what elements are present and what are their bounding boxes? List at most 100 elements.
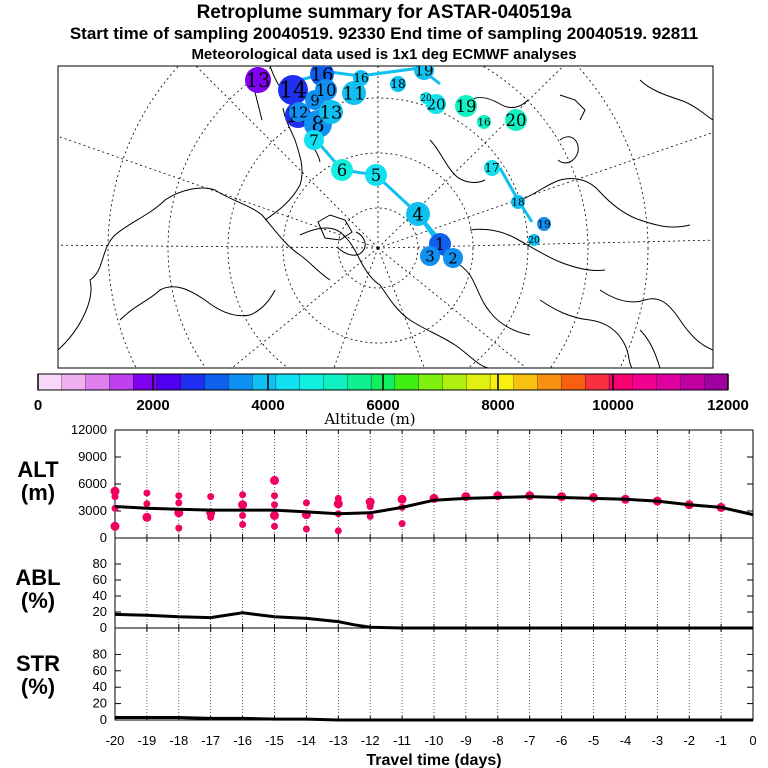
y-tick-label: 12000 bbox=[71, 422, 107, 437]
alt-point bbox=[175, 499, 183, 507]
alt-point bbox=[239, 521, 247, 528]
y-tick-label: 6000 bbox=[78, 476, 107, 491]
trajectory-marker bbox=[420, 92, 432, 104]
x-tick-label: -2 bbox=[683, 733, 695, 748]
y-tick-label: 9000 bbox=[78, 449, 107, 464]
x-tick-label: -7 bbox=[524, 733, 536, 748]
x-axis-ticks: -20 -19 -18 -17 -16 -15 -14 -13 -12 -11 -10 -9 -8 -7-… bbox=[106, 430, 757, 748]
map-panel: 1314151691011128137654132181920201916201… bbox=[57, 61, 714, 369]
trajectory-marker bbox=[455, 95, 477, 117]
colorbar-swatch bbox=[680, 373, 705, 391]
trajectory-marker bbox=[342, 81, 366, 105]
abl-unit: (%) bbox=[21, 588, 55, 613]
colorbar-swatch bbox=[418, 373, 443, 391]
trajectory-marker bbox=[365, 164, 387, 186]
alt-point bbox=[302, 525, 310, 533]
alt-point bbox=[175, 492, 183, 500]
alt-point bbox=[366, 512, 374, 520]
y-tick-label: 60 bbox=[93, 663, 107, 678]
alt-point bbox=[207, 513, 215, 521]
trajectory-marker bbox=[331, 159, 353, 181]
trajectory-day-label: 11 bbox=[343, 83, 366, 104]
colorbar-tick-label: 12000 bbox=[707, 397, 749, 414]
y-tick-label: 80 bbox=[93, 646, 107, 661]
colorbar-tick-label: 0 bbox=[34, 397, 42, 414]
x-tick-label: -6 bbox=[556, 733, 568, 748]
trajectory-markers: 1314151691011128137654132181920201916201… bbox=[245, 61, 551, 268]
alt-point bbox=[333, 499, 343, 509]
trajectory-day-label: 16 bbox=[477, 117, 491, 129]
x-tick-label: -17 bbox=[201, 733, 220, 748]
alt-unit: (m) bbox=[21, 480, 55, 505]
y-tick-label: 3000 bbox=[78, 503, 107, 518]
trajectory-marker bbox=[278, 75, 308, 105]
trajectory-day-label: 19 bbox=[414, 61, 433, 79]
alt-point bbox=[143, 489, 151, 497]
colorbar-swatch bbox=[394, 373, 420, 391]
trajectory-day-label: 13 bbox=[320, 102, 343, 123]
trajectory-marker bbox=[315, 79, 337, 101]
trajectory-marker bbox=[289, 102, 309, 122]
trajectory-marker bbox=[319, 100, 343, 124]
y-tick-label: 0 bbox=[100, 620, 107, 635]
trajectory-marker bbox=[406, 202, 430, 226]
x-tick-label: -18 bbox=[169, 733, 188, 748]
trajectory-day-label: 9 bbox=[310, 91, 320, 109]
alt-point bbox=[270, 511, 279, 520]
x-tick-label: -1 bbox=[715, 733, 727, 748]
alt-point bbox=[175, 524, 183, 532]
chart-title: Retroplume summary for ASTAR-040519a bbox=[196, 2, 572, 23]
colorbar-swatch bbox=[704, 373, 729, 391]
colorbar-label: Altitude (m) bbox=[323, 410, 415, 428]
colorbar-swatch bbox=[204, 373, 229, 391]
trajectory-day-label: 2 bbox=[448, 249, 458, 267]
x-tick-label: -12 bbox=[361, 733, 380, 748]
trajectory-day-label: 4 bbox=[412, 204, 423, 225]
x-tick-label: -14 bbox=[297, 733, 316, 748]
abl-line bbox=[114, 611, 753, 630]
colorbar-tick-label: 10000 bbox=[592, 397, 634, 414]
trajectory-day-label: 3 bbox=[425, 247, 435, 265]
y-tick-label: 40 bbox=[93, 588, 107, 603]
colorbar-tick-label: 2000 bbox=[136, 397, 169, 414]
alt-point bbox=[271, 522, 278, 530]
abl-label: ABL bbox=[15, 565, 60, 590]
trajectory-marker bbox=[353, 70, 369, 86]
trajectory-marker bbox=[245, 67, 271, 93]
trajectory-marker bbox=[528, 234, 540, 246]
trajectory-day-label: 20 bbox=[528, 236, 540, 246]
colorbar-swatch bbox=[561, 373, 586, 391]
colorbar-swatch bbox=[489, 373, 515, 391]
alt-label: ALT bbox=[17, 457, 59, 482]
colorbar-swatch bbox=[61, 373, 87, 391]
colorbar-swatch bbox=[85, 373, 110, 391]
map-frame bbox=[57, 65, 714, 369]
alt-point bbox=[366, 503, 374, 510]
alt-point bbox=[334, 527, 342, 535]
alt-point bbox=[270, 475, 279, 485]
trajectory-marker bbox=[420, 246, 440, 266]
trajectory-day-label: 16 bbox=[353, 71, 368, 85]
alt-point bbox=[111, 493, 119, 501]
y-tick-label: 80 bbox=[93, 556, 107, 571]
trajectory-day-label: 14 bbox=[279, 79, 307, 104]
colorbar-swatches bbox=[37, 373, 729, 391]
alt-point bbox=[110, 521, 120, 531]
x-tick-label: -15 bbox=[265, 733, 284, 748]
trajectory-day-label: 6 bbox=[337, 161, 348, 180]
trajectory-day-label: 20 bbox=[420, 94, 432, 104]
x-tick-label: -5 bbox=[588, 733, 600, 748]
colorbar-swatch bbox=[442, 373, 467, 391]
colorbar-swatch bbox=[109, 373, 134, 391]
trajectory-day-label: 5 bbox=[371, 166, 382, 185]
x-tick-label: -20 bbox=[106, 733, 125, 748]
x-tick-label: -16 bbox=[233, 733, 252, 748]
x-tick-label: -11 bbox=[393, 733, 411, 748]
colorbar-swatch bbox=[251, 373, 277, 391]
trajectory-day-label: 18 bbox=[390, 77, 405, 91]
colorbar-swatch bbox=[632, 373, 658, 391]
meteo-source: Meteorological data used is 1x1 deg ECMW… bbox=[191, 46, 577, 63]
